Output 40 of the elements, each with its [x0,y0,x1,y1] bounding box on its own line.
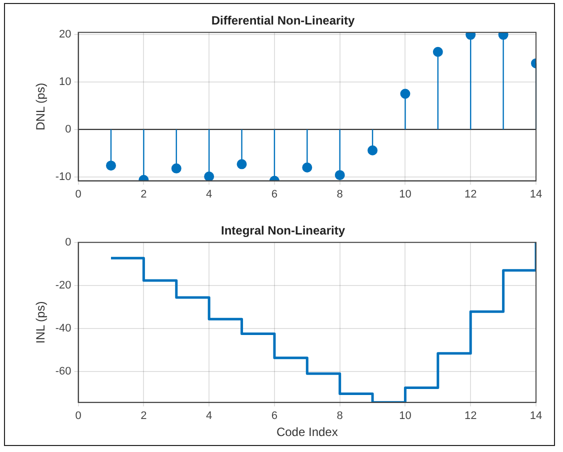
y-tick-label: 20 [59,28,72,40]
point [400,88,410,99]
y-axis-title: INL (ps) [34,301,48,344]
x-tick-label: 14 [530,188,542,200]
point [432,46,443,57]
x-tick-label: 10 [399,188,412,200]
chart-title: Integral Non-Linearity [220,224,346,238]
x-tick-label: 0 [75,410,82,422]
x-tick-label: 6 [271,410,278,422]
x-tick-label: 2 [140,188,147,200]
point [302,162,312,172]
y-tick-label: -20 [55,279,72,292]
y-axis-title: DNL (ps) [34,82,48,130]
y-tick-label: -60 [55,365,72,378]
point [466,32,476,40]
x-tick-label: 8 [336,188,343,200]
x-tick-label: 14 [530,410,542,422]
y-tick-label: -10 [55,171,72,184]
point [171,163,182,174]
x-tick-label: 8 [336,410,343,422]
y-tick-label: 10 [59,76,72,88]
point [368,145,378,156]
point [204,172,214,181]
x-tick-label: 2 [140,410,147,422]
point [334,170,345,180]
x-axis-title: Code Index [276,425,338,440]
y-tick-label: 0 [65,123,72,136]
chart-title: Differential Non-Linearity [211,14,355,28]
x-tick-label: 6 [271,188,278,200]
x-tick-label: 12 [464,188,477,200]
point [498,32,508,40]
x-tick-label: 10 [399,410,412,422]
x-tick-label: 0 [75,188,82,200]
x-tick-label: 4 [206,188,212,200]
y-tick-label: -40 [55,322,72,334]
y-tick-label: 0 [65,236,72,248]
x-tick-label: 4 [206,410,212,422]
x-tick-label: 12 [464,410,477,422]
point [236,159,247,170]
point [106,160,116,171]
